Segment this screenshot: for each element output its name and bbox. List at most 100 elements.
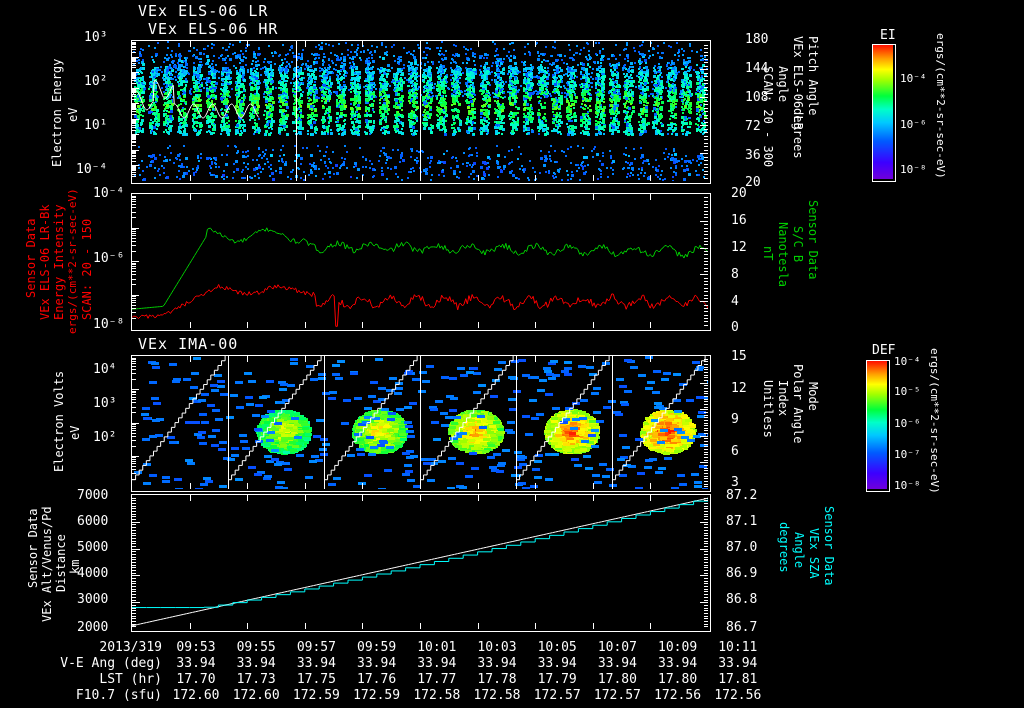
panel2-right-tick-0: 20 [731,186,747,201]
colorbar-def-tick-0: 10⁻⁴ [894,355,921,368]
panel1-title-hr: VEx ELS-06 HR [148,20,279,38]
table-cell-0-1: 33.94 [236,656,276,671]
colorbar-def-tick-1: 10⁻⁵ [894,385,921,398]
colorbar-ei-tick-2: 10⁻⁸ [900,163,927,176]
panel3-right-label-1: Mode [806,382,820,411]
panel2-right-tick-3: 8 [731,267,739,282]
colorbar-ei-unit: ergs/(cm**2-sr-sec-eV) [934,33,947,179]
panel2-plot[interactable] [131,193,711,331]
table-cell-0-5: 33.94 [477,656,517,671]
table-cell-2-8: 172.56 [654,688,702,703]
panel3-plot[interactable] [131,355,711,492]
panel2-left-tick-0: 10⁻⁴ [93,186,125,201]
panel4-right-tick-1: 87.1 [726,514,758,529]
table-cell-1-8: 17.80 [658,672,698,687]
colorbar-def [866,360,890,492]
panel3-left-label-2: eV [68,425,82,440]
panel4-left-tick-0: 7000 [77,488,109,503]
panel4-plot[interactable] [131,494,711,632]
panel2-left-label-3: Energy Intensity [52,204,66,320]
table-date-label: 2013/319 [99,640,162,655]
table-cell-1-7: 17.80 [597,672,637,687]
colorbar-ei-tick-1: 10⁻⁶ [900,118,927,131]
table-cell-2-3: 172.59 [353,688,401,703]
panel4-right-label-4: degrees [777,522,791,573]
panel2-right-label-4: nT [761,246,775,261]
panel3-right-tick-2: 9 [731,412,739,427]
table-cell-1-1: 17.73 [236,672,276,687]
panel4-right-label-3: Angle [792,532,806,569]
panel1-canvas [132,41,708,181]
table-time-4: 10:01 [417,640,457,655]
panel2-left-label-2: VEx ELS-06 LR-Bk [38,204,52,320]
table-cell-1-3: 17.76 [357,672,397,687]
panel3-right-tick-4: 3 [731,475,739,490]
panel1-right-label-5: SCAN: 20 - 300 [761,66,775,168]
table-cell-0-2: 33.94 [296,656,336,671]
colorbar-ei-tick-0: 10⁻⁴ [900,72,927,85]
table-cell-1-0: 17.70 [176,672,216,687]
panel4-left-tick-2: 5000 [77,540,109,555]
panel1-right-tick-3: 72 [745,119,761,134]
panel2-right-label-1: Sensor Data [806,200,820,280]
panel2-left-tick-1: 10⁻⁶ [93,251,125,266]
panel4-canvas [132,495,708,629]
colorbar-ei-title: EI [880,28,896,43]
panel1-left-axis-label-1: Electron Energy [50,58,64,168]
table-cell-2-6: 172.57 [533,688,581,703]
panel3-left-tick-2: 10² [93,430,117,445]
panel1-plot[interactable] [131,40,711,184]
colorbar-def-tick-3: 10⁻⁷ [894,448,921,461]
table-cell-0-0: 33.94 [176,656,216,671]
table-cell-0-9: 33.94 [718,656,758,671]
table-cell-2-1: 172.60 [232,688,280,703]
panel2-right-tick-5: 0 [731,320,739,335]
panel1-left-tick-3: 10⁻⁴ [76,162,108,177]
table-cell-1-4: 17.77 [417,672,457,687]
panel1-right-label-1: Pitch Angle [806,36,820,116]
colorbar-def-title: DEF [872,343,896,358]
panel2-left-label-5: SCAN: 20 - 150 [80,218,94,320]
panel4-left-label-2: VEx Alt/Venus/Pd [40,506,54,622]
panel1-left-tick-1: 10² [84,74,108,89]
panel2-right-tick-4: 4 [731,294,739,309]
table-cell-0-8: 33.94 [658,656,698,671]
table-row-label-2: F10.7 (sfu) [75,688,162,703]
panel2-left-label-1: Sensor Data [24,218,38,298]
table-cell-2-9: 172.56 [714,688,762,703]
colorbar-def-tick-4: 10⁻⁸ [894,479,921,492]
table-cell-1-2: 17.75 [296,672,336,687]
table-cell-1-9: 17.81 [718,672,758,687]
colorbar-ei [872,44,896,182]
panel4-left-label-1: Sensor Data [26,508,40,588]
table-cell-2-7: 172.57 [593,688,641,703]
panel1-right-tick-1: 144 [745,61,769,76]
table-cell-2-4: 172.58 [413,688,461,703]
panel2-right-label-2: S/C B [791,226,805,263]
table-time-7: 10:07 [597,640,637,655]
table-time-9: 10:11 [718,640,758,655]
table-cell-0-4: 33.94 [417,656,457,671]
panel3-canvas [132,356,708,489]
colorbar-def-unit: ergs/(cm**2-sr-sec-eV) [928,348,941,494]
panel1-left-tick-2: 10¹ [84,118,108,133]
table-row-label-0: V-E Ang (deg) [60,656,162,671]
panel1-right-tick-2: 108 [745,90,769,105]
panel1-right-tick-4: 36 [745,148,761,163]
panel2-left-label-4: ergs/(cm**2-sr-sec-eV) [66,188,79,334]
panel1-title-lr: VEx ELS-06 LR [138,2,269,20]
panel4-right-tick-4: 86.8 [726,592,758,607]
table-time-1: 09:55 [236,640,276,655]
table-cell-0-7: 33.94 [597,656,637,671]
table-time-8: 10:09 [658,640,698,655]
panel3-title: VEx IMA-00 [138,335,239,353]
table-row-label-1: LST (hr) [99,672,162,687]
panel3-right-label-3: Index [776,380,790,417]
table-time-6: 10:05 [537,640,577,655]
panel3-right-label-4: Unitless [761,380,775,438]
panel4-right-tick-3: 86.9 [726,566,758,581]
table-cell-1-6: 17.79 [537,672,577,687]
panel2-canvas [132,194,708,328]
table-time-0: 09:53 [176,640,216,655]
panel4-right-tick-2: 87.0 [726,540,758,555]
